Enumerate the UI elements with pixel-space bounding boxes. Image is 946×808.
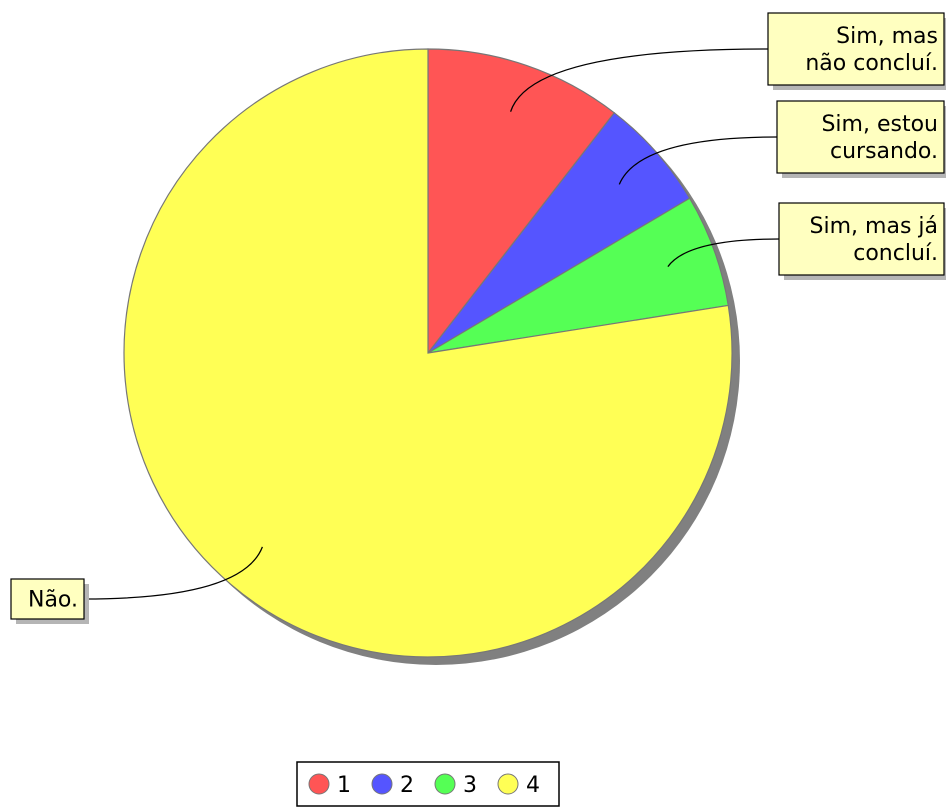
callout-4: Não. bbox=[10, 578, 89, 624]
legend-swatch-4 bbox=[497, 773, 519, 795]
callout-leader-2 bbox=[618, 136, 778, 185]
callout-leader-3 bbox=[667, 238, 780, 267]
callout-line: concluí. bbox=[853, 241, 938, 266]
callout-box bbox=[10, 578, 85, 620]
legend-box bbox=[296, 761, 560, 807]
callout-leader-1 bbox=[509, 48, 769, 112]
callout-line: não concluí. bbox=[805, 51, 938, 76]
legend-swatch-2 bbox=[371, 773, 393, 795]
legend-label-2: 2 bbox=[400, 773, 414, 798]
callout-line: Sim, mas bbox=[836, 24, 938, 49]
callout-leaders bbox=[83, 48, 780, 600]
legend-label-3: 3 bbox=[463, 773, 477, 798]
pie-slices bbox=[123, 48, 733, 658]
callout-line: Sim, estou bbox=[821, 112, 938, 137]
callout-box bbox=[767, 12, 945, 86]
callout-box bbox=[776, 100, 945, 174]
callout-line: Não. bbox=[28, 588, 78, 613]
pie-slice-4 bbox=[123, 48, 733, 658]
callout-box bbox=[778, 202, 945, 276]
legend-label-1: 1 bbox=[337, 773, 351, 798]
pie-slice-1 bbox=[427, 48, 616, 355]
legend-label-4: 4 bbox=[526, 773, 540, 798]
legend: 1 2 3 4 bbox=[296, 761, 560, 807]
callout-leader-4 bbox=[83, 546, 264, 600]
legend-swatch-1 bbox=[308, 773, 330, 795]
callout-line: Sim, mas já bbox=[810, 214, 938, 239]
callout-line: cursando. bbox=[830, 139, 938, 164]
legend-swatch-3 bbox=[434, 773, 456, 795]
